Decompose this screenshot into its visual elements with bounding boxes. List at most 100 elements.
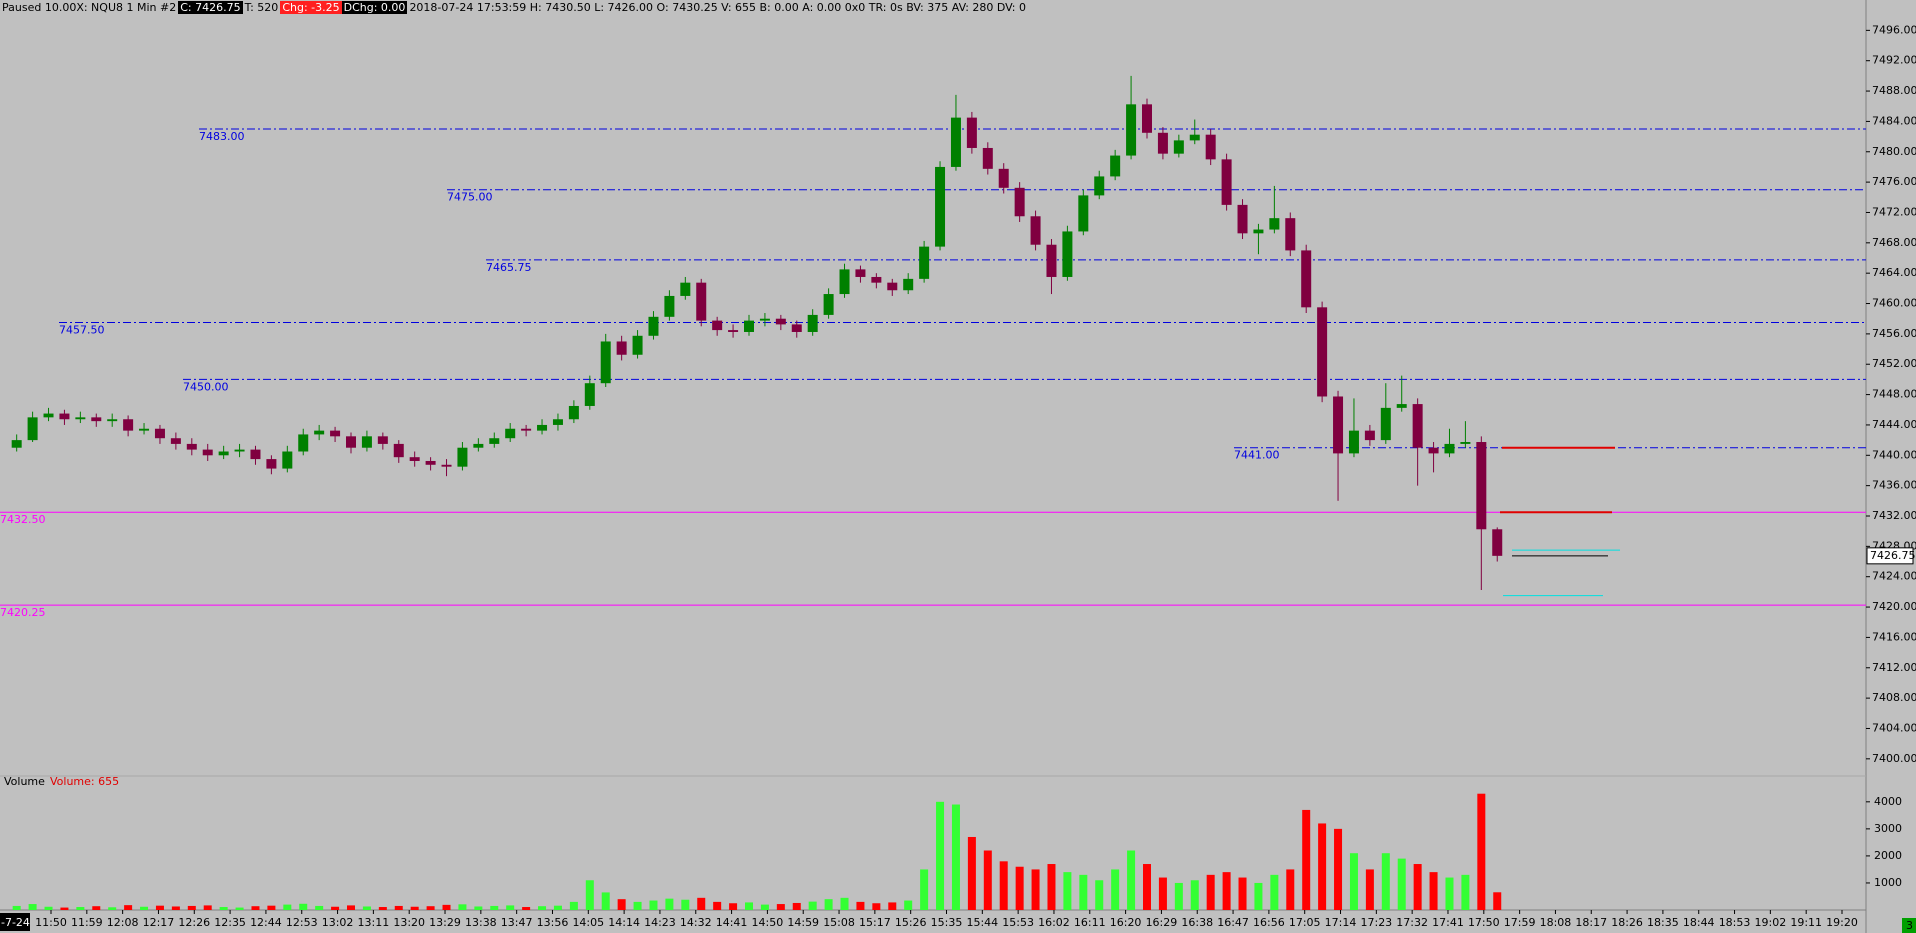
x-tick-label: 18:26 — [1611, 916, 1643, 929]
level-label: 7420.25 — [0, 606, 46, 619]
x-tick-label: 15:08 — [823, 916, 855, 929]
x-tick-label: 14:23 — [644, 916, 676, 929]
volume-bar — [936, 801, 945, 910]
x-tick-label: 19:11 — [1790, 916, 1822, 929]
y-tick-label: 7476.00 — [1872, 175, 1916, 188]
volume-bar — [681, 899, 690, 910]
candle-body — [521, 428, 532, 431]
volume-bar — [219, 907, 228, 910]
ticks: T: 520 — [244, 1, 279, 14]
candle-body — [107, 419, 118, 422]
x-tick-label: 16:56 — [1253, 916, 1285, 929]
volume-bar — [347, 905, 355, 910]
volume-bar — [633, 901, 642, 910]
volume-bar — [601, 892, 610, 910]
y-tick-label: 7444.00 — [1872, 418, 1916, 431]
volume-bar — [522, 907, 531, 910]
candle-body — [552, 419, 563, 425]
volume-bar — [1158, 877, 1167, 910]
volume-bar — [1254, 882, 1263, 910]
candle-body — [1348, 430, 1359, 454]
candle-body — [632, 335, 643, 355]
x-tick-label: 15:53 — [1002, 916, 1034, 929]
volume-bar — [76, 907, 85, 910]
x-tick-label: 14:05 — [572, 916, 604, 929]
volume-bar — [776, 904, 785, 910]
volume-tick-label: 2000 — [1874, 849, 1902, 862]
candle-body — [377, 436, 388, 444]
volume-bar — [760, 904, 769, 910]
candle-body — [75, 417, 86, 420]
x-tick-label: 14:14 — [608, 916, 640, 929]
candle-body — [361, 436, 372, 448]
candle-body — [680, 282, 691, 296]
volume-bar — [1047, 864, 1056, 910]
y-tick-label: 7484.00 — [1872, 114, 1916, 127]
x-tick-label: 13:20 — [393, 916, 425, 929]
volume-bar — [1397, 858, 1406, 910]
volume-bar — [951, 804, 960, 910]
x-tick-label: 13:56 — [537, 916, 569, 929]
volume-bar — [983, 850, 992, 910]
candle-body — [775, 318, 786, 325]
candle-body — [1253, 229, 1264, 234]
candle-body — [1396, 404, 1407, 408]
candle-body — [346, 436, 356, 448]
candle-body — [1428, 447, 1439, 454]
y-tick-label: 7416.00 — [1872, 630, 1916, 643]
volume-bar — [1222, 872, 1231, 910]
volume-bar — [1095, 880, 1104, 910]
x-tick-label: 12:17 — [143, 916, 175, 929]
volume-bar — [553, 905, 562, 910]
x-tick-label: 15:35 — [931, 916, 963, 929]
y-tick-label: 7464.00 — [1872, 266, 1916, 279]
volume-tick-label: 1000 — [1874, 876, 1902, 889]
volume-bar — [1381, 853, 1390, 910]
volume-value-label: Volume: 655 — [50, 775, 119, 788]
volume-bar — [92, 906, 101, 910]
candle-body — [473, 443, 484, 448]
candle-body — [1364, 430, 1375, 441]
last-price-label: 7426.75 — [1870, 549, 1916, 562]
candle-body — [250, 449, 261, 460]
x-tick-label: 17:14 — [1325, 916, 1357, 929]
y-tick-label: 7480.00 — [1872, 145, 1916, 158]
volume-bar — [60, 907, 69, 910]
volume-bar — [1413, 864, 1422, 910]
volume-bar — [1063, 872, 1072, 910]
x-tick-label: 12:53 — [286, 916, 318, 929]
x-tick-label: 16:38 — [1181, 916, 1213, 929]
candle-body — [505, 428, 516, 439]
candle-body — [568, 405, 579, 420]
volume-bar — [808, 901, 817, 910]
volume-bar — [362, 906, 371, 910]
x-tick-label: 18:35 — [1647, 916, 1679, 929]
volume-bar — [28, 904, 37, 910]
x-tick-label: 18:44 — [1683, 916, 1715, 929]
volume-bar — [442, 904, 451, 910]
candle-body — [1173, 140, 1184, 154]
volume-bar — [1461, 874, 1470, 910]
change-box: Chg: -3.25 — [280, 1, 342, 14]
candle-body — [123, 419, 134, 431]
candle-body — [218, 451, 229, 456]
candle-body — [1301, 250, 1312, 308]
last-price-box — [1866, 547, 1914, 565]
x-tick-label: 15:17 — [859, 916, 891, 929]
candle-body — [1492, 529, 1503, 556]
y-tick-label: 7432.00 — [1872, 509, 1916, 522]
candle-body — [186, 443, 197, 450]
volume-bar — [235, 907, 244, 910]
volume-bar — [729, 903, 738, 910]
volume-bar — [124, 905, 133, 910]
candle-body — [759, 318, 770, 321]
x-tick-label: 14:41 — [716, 916, 748, 929]
volume-bar — [967, 836, 976, 910]
volume-bar — [187, 905, 196, 910]
x-tick-label: 13:11 — [358, 916, 390, 929]
x-tick-label: 14:50 — [752, 916, 784, 929]
y-tick-label: 7460.00 — [1872, 297, 1916, 310]
volume-bar — [872, 903, 881, 910]
candle-body — [728, 330, 739, 332]
